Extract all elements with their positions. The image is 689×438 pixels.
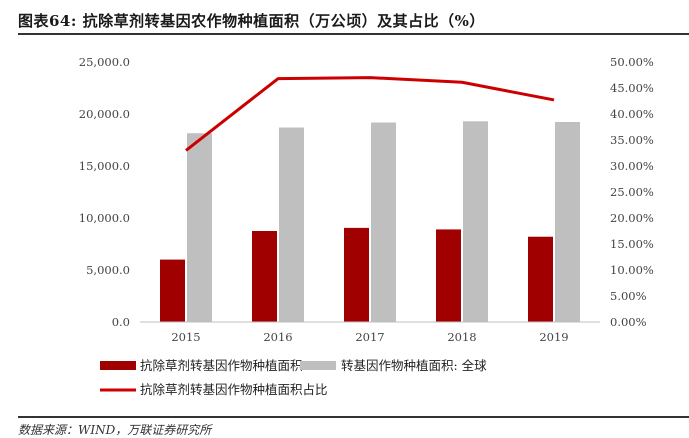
bar-series	[160, 121, 580, 322]
y-right-tick-label: 10.00%	[610, 263, 654, 277]
x-tick-label: 2017	[355, 330, 384, 344]
y-right-tick-label: 40.00%	[610, 107, 654, 121]
footer-divider	[18, 416, 689, 418]
y-right-tick-label: 35.00%	[610, 133, 654, 147]
y-left-tick-label: 0.0	[112, 315, 130, 329]
y-right-tick-label: 30.00%	[610, 159, 654, 173]
y-right-tick-label: 50.00%	[610, 55, 654, 69]
x-axis: 2015 2016 2017 2018 2019	[171, 330, 568, 344]
herbicide-area-bar	[160, 260, 185, 322]
herbicide-area-bar	[436, 229, 461, 322]
legend-label-herbicide: 抗除草剂转基因作物种植面积	[140, 358, 303, 373]
y-right-tick-label: 0.00%	[610, 315, 647, 329]
y-left-tick-label: 15,000.0	[79, 159, 130, 173]
y-left-tick-label: 5,000.0	[86, 263, 130, 277]
herbicide-area-bar	[528, 237, 553, 322]
legend-swatch-herbicide	[100, 361, 136, 370]
y-right-axis: 0.00% 5.00% 10.00% 15.00% 20.00% 25.00% 30.00%…	[610, 55, 654, 329]
y-right-tick-label: 45.00%	[610, 81, 654, 95]
legend-label-global: 转基因作物种植面积: 全球	[341, 358, 487, 373]
herbicide-area-bar	[344, 228, 369, 322]
line-series	[186, 78, 554, 151]
combo-chart: 0.0 5,000.0 10,000.0 15,000.0 20,000.0 25,000…	[0, 0, 689, 416]
y-right-tick-label: 20.00%	[610, 211, 654, 225]
source-note: 数据来源：WIND，万联证券研究所	[18, 421, 211, 438]
x-tick-label: 2019	[539, 330, 568, 344]
legend-label-share: 抗除草剂转基因作物种植面积占比	[140, 382, 328, 397]
y-right-tick-label: 5.00%	[610, 289, 647, 303]
x-tick-label: 2016	[263, 330, 292, 344]
x-tick-label: 2015	[171, 330, 200, 344]
global-gm-area-bar	[371, 123, 396, 322]
legend-swatch-global	[300, 361, 336, 370]
x-tick-label: 2018	[447, 330, 476, 344]
y-right-tick-label: 25.00%	[610, 185, 654, 199]
share-line	[186, 78, 554, 151]
y-left-axis: 0.0 5,000.0 10,000.0 15,000.0 20,000.0 25,000…	[79, 55, 130, 329]
global-gm-area-bar	[555, 122, 580, 322]
y-left-tick-label: 20,000.0	[79, 107, 130, 121]
herbicide-area-bar	[252, 231, 277, 322]
global-gm-area-bar	[463, 121, 488, 322]
global-gm-area-bar	[187, 133, 212, 322]
legend: 抗除草剂转基因作物种植面积 转基因作物种植面积: 全球抗除草剂转基因作物种植面积占…	[100, 358, 487, 397]
y-left-tick-label: 25,000.0	[79, 55, 130, 69]
global-gm-area-bar	[279, 128, 304, 322]
y-right-tick-label: 15.00%	[610, 237, 654, 251]
y-left-tick-label: 10,000.0	[79, 211, 130, 225]
